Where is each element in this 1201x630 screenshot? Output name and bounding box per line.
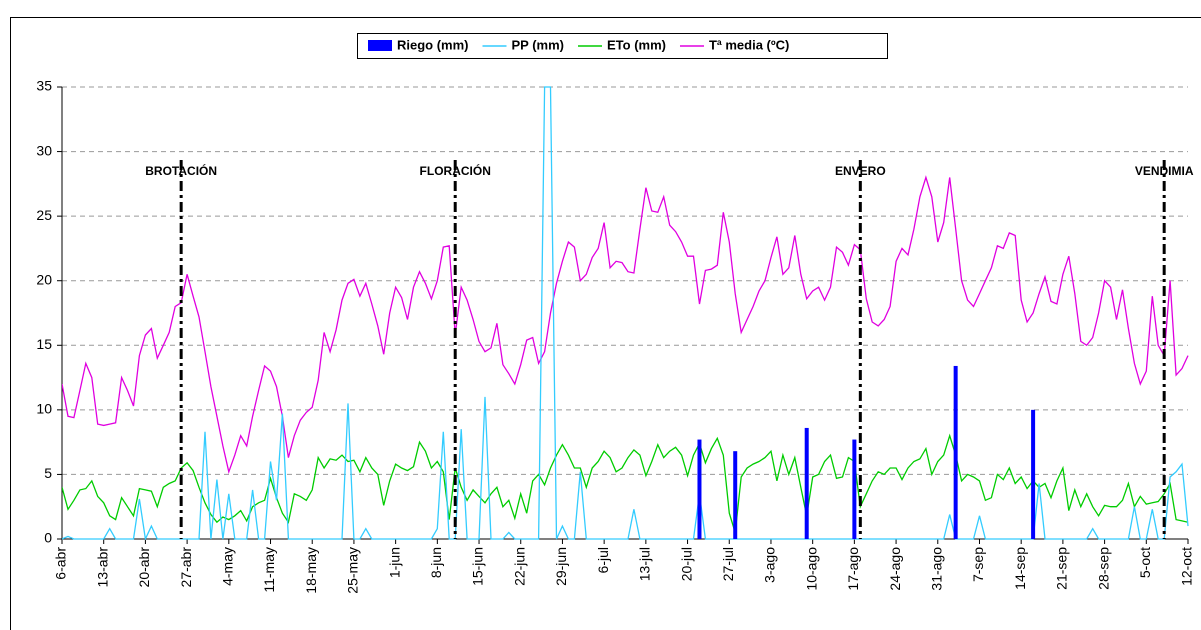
event-label: ENVERO — [835, 164, 886, 178]
x-tick-label: 11-may — [261, 547, 277, 593]
y-tick-label: 15 — [36, 336, 52, 352]
legend-box — [357, 33, 888, 59]
x-tick-label: 6-jul — [595, 547, 611, 573]
y-tick-label: 30 — [36, 142, 52, 158]
x-tick-label: 7-sep — [970, 547, 986, 582]
x-tick-label: 13-abr — [94, 547, 110, 588]
y-tick-label: 10 — [36, 401, 52, 417]
x-tick-label: 18-may — [303, 547, 319, 594]
y-tick-label: 35 — [36, 78, 52, 94]
x-tick-label: 6-abr — [53, 547, 69, 580]
event-label: BROTACIÓN — [145, 163, 217, 178]
legend-label: ETo (mm) — [607, 37, 666, 52]
x-tick-label: 25-may — [345, 547, 361, 594]
x-tick-label: 24-ago — [887, 547, 903, 591]
legend-label: Tª media (ºC) — [709, 37, 789, 52]
x-tick-label: 14-sep — [1012, 547, 1028, 590]
y-tick-label: 0 — [44, 530, 52, 546]
y-tick-label: 20 — [36, 271, 52, 287]
x-tick-label: 3-ago — [762, 547, 778, 583]
x-tick-label: 8-jun — [428, 547, 444, 578]
x-tick-label: 13-jul — [637, 547, 653, 581]
x-tick-label: 20-jul — [678, 547, 694, 581]
x-tick-label: 28-sep — [1095, 547, 1111, 590]
event-label: FLORACIÓN — [420, 163, 491, 178]
series-line — [62, 175, 1189, 475]
x-tick-label: 21-sep — [1054, 547, 1070, 590]
y-tick-label: 5 — [44, 465, 52, 481]
x-tick-label: 27-jul — [720, 547, 736, 581]
bar — [852, 439, 857, 539]
x-tick-label: 20-abr — [136, 547, 152, 588]
x-tick-label: 29-jun — [553, 547, 569, 586]
legend-label: Riego (mm) — [397, 37, 469, 52]
bar — [1031, 409, 1036, 539]
y-tick-label: 25 — [36, 207, 52, 223]
bar — [697, 439, 702, 539]
x-tick-label: 31-ago — [928, 547, 944, 591]
bar — [953, 365, 958, 539]
plot-area — [62, 86, 1189, 540]
bar — [804, 427, 809, 539]
x-tick-label: 10-ago — [803, 547, 819, 591]
legend-label: PP (mm) — [512, 37, 565, 52]
x-tick-label: 17-ago — [845, 547, 861, 591]
x-tick-label: 22-jun — [511, 547, 527, 586]
x-tick-label: 15-jun — [470, 547, 486, 586]
x-tick-label: 12-oct — [1179, 547, 1195, 586]
bar — [733, 451, 738, 539]
chart-frame — [10, 17, 1201, 630]
x-tick-label: 27-abr — [178, 547, 194, 588]
legend-swatch — [368, 40, 392, 51]
x-tick-label: 4-may — [220, 547, 236, 586]
series-line — [62, 86, 1189, 540]
x-tick-label: 1-jun — [386, 547, 402, 578]
x-tick-label: 5-oct — [1137, 547, 1153, 578]
event-label: VENDIMIA — [1135, 164, 1194, 178]
